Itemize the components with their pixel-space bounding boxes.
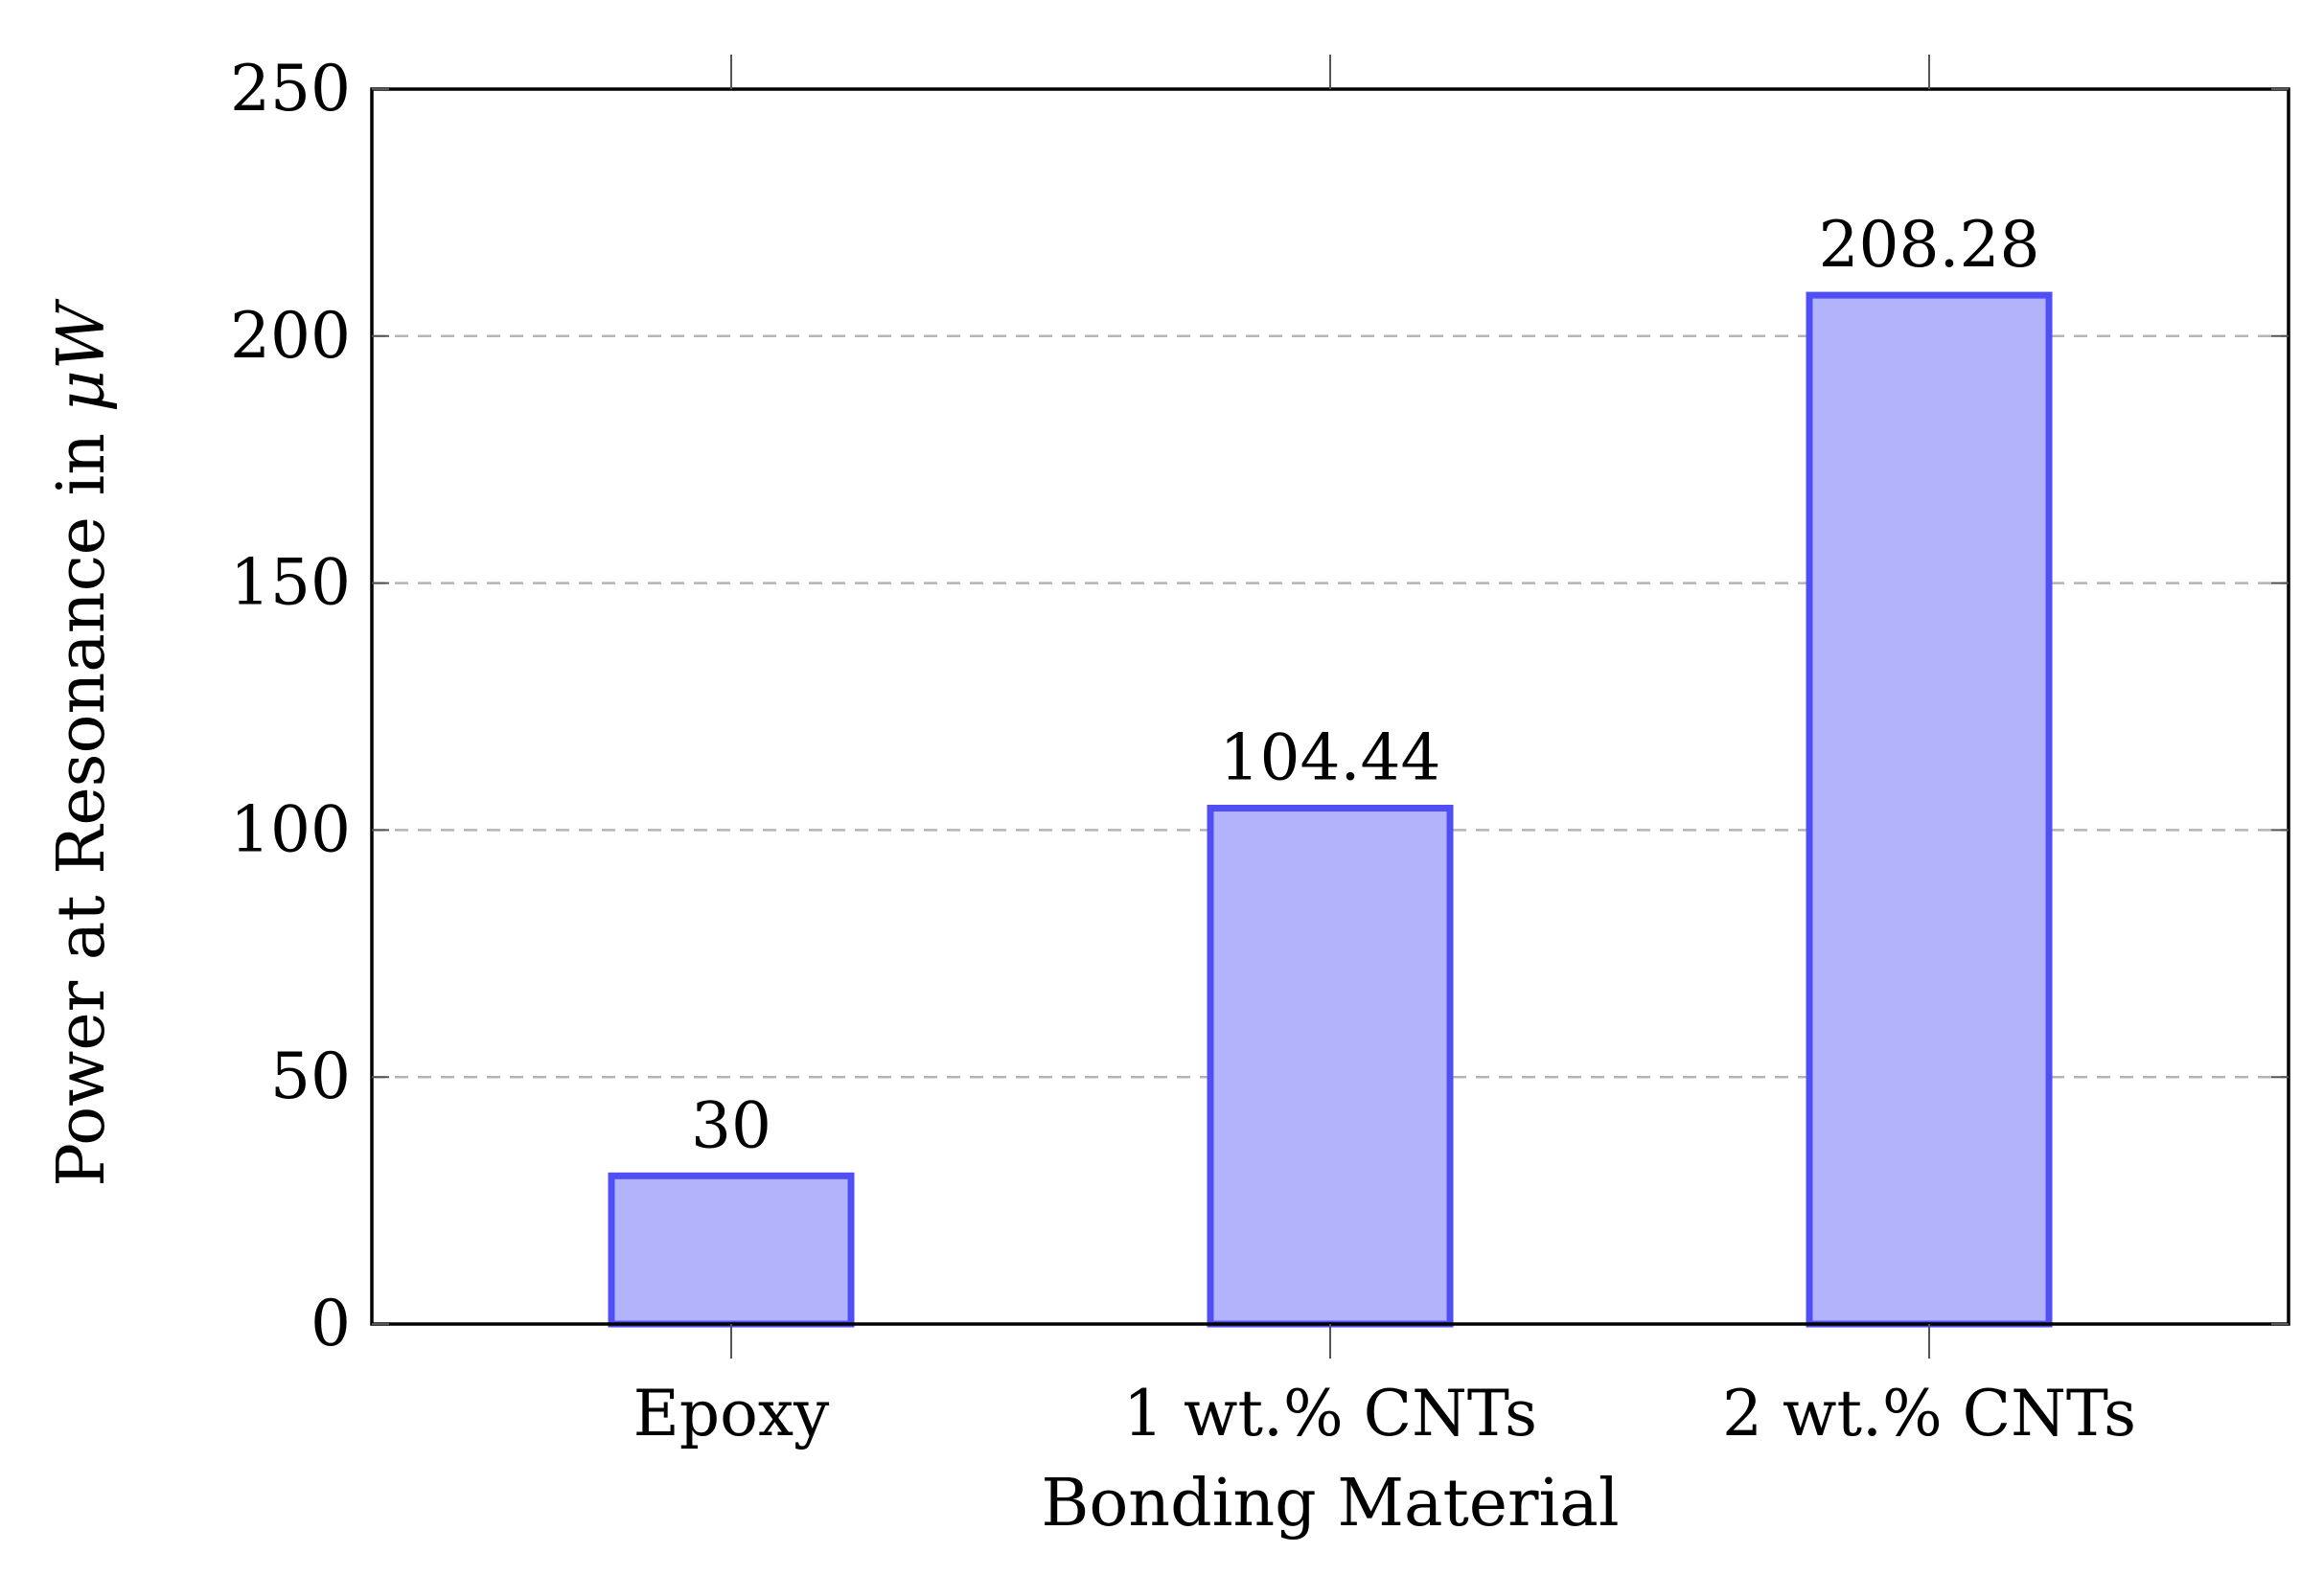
data-labels: 30 104.44 208.28 — [691, 208, 2039, 1162]
x-tick-label: Epoxy — [633, 1377, 830, 1450]
bar — [1207, 805, 1454, 1328]
x-tick-labels: Epoxy 1 wt.% CNTs 2 wt.% CNTs — [633, 1377, 2136, 1450]
x-axis-label: Bonding Material — [1041, 1466, 1619, 1542]
y-tick-label: 200 — [230, 299, 351, 373]
y-tick-label: 50 — [270, 1039, 351, 1113]
y-tick-label: 0 — [311, 1287, 351, 1360]
y-axis-label-unit: μW — [44, 298, 120, 412]
data-label: 30 — [691, 1088, 771, 1162]
bar — [608, 1172, 855, 1328]
y-tick-label: 100 — [230, 792, 351, 866]
tick-marks — [372, 55, 2289, 1359]
y-tick-label: 250 — [230, 52, 351, 126]
x-tick-label: 2 wt.% CNTs — [1722, 1377, 2136, 1450]
y-tick-labels: 0 50 100 150 200 250 — [230, 52, 351, 1360]
data-label: 104.44 — [1220, 721, 1441, 795]
data-label: 208.28 — [1819, 208, 2040, 282]
y-axis-label-text: Power at Resonance in — [44, 412, 120, 1187]
y-axis-label: Power at Resonance in μW — [44, 298, 120, 1187]
bars — [608, 291, 2053, 1328]
bar — [1806, 291, 2053, 1328]
x-tick-label: 1 wt.% CNTs — [1123, 1377, 1537, 1450]
y-tick-label: 150 — [230, 546, 351, 620]
